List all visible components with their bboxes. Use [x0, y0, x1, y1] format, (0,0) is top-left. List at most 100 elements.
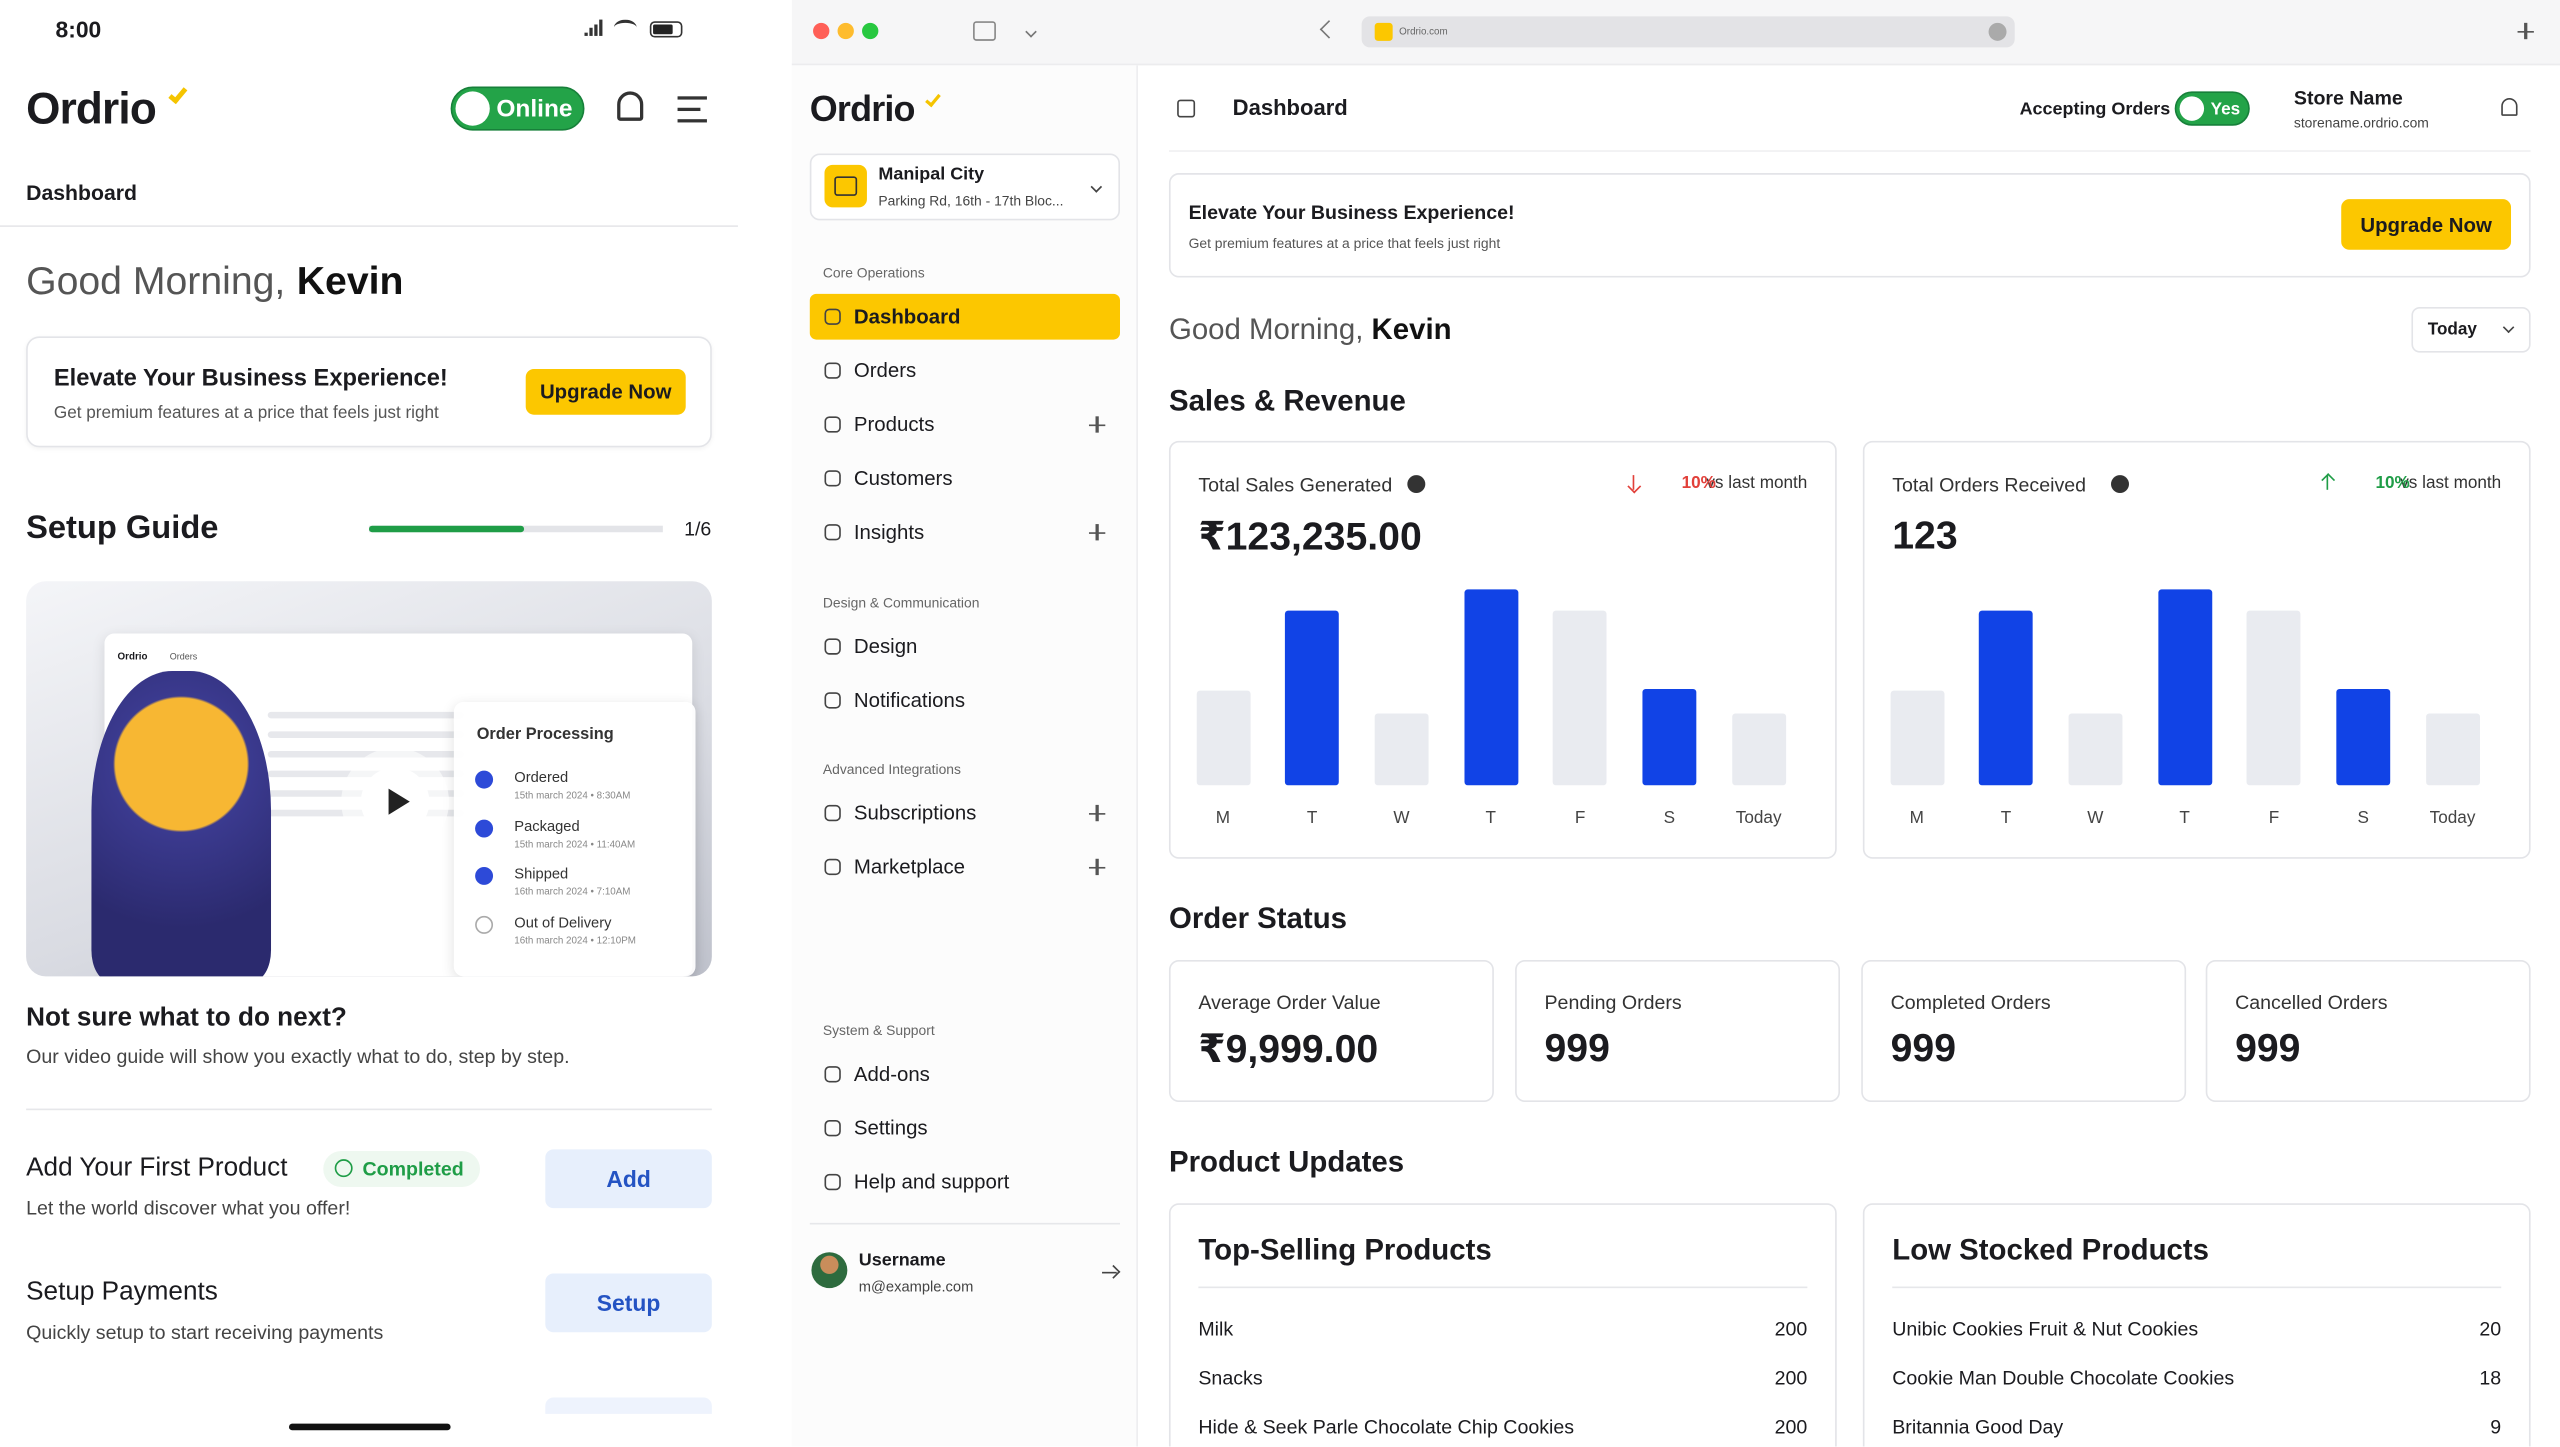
progress-fill: [368, 525, 525, 533]
accepting-label: Accepting Orders: [2019, 99, 2171, 120]
home-indicator: [288, 1423, 451, 1431]
status-value: 999: [2235, 1026, 2301, 1072]
metric-card: [1168, 440, 1837, 859]
mock-brand: Ordrio: [117, 653, 148, 663]
nav-icon: [824, 524, 841, 541]
url-menu: [1988, 22, 2007, 41]
change-value: 10%: [1681, 473, 1716, 494]
task-button[interactable]: Add: [545, 1149, 712, 1209]
bar: [2247, 610, 2301, 786]
signal-bar: [599, 19, 603, 36]
bar: [1553, 610, 1608, 786]
panel-title: Order Processing: [476, 725, 614, 744]
product-name: Hide & Seek Parle Chocolate Chip Cookies: [1198, 1415, 1575, 1439]
greeting: Good Morning, Kevin: [1169, 313, 1452, 347]
step-time: 15th march 2024 • 8:30AM: [514, 791, 631, 802]
upgrade-button[interactable]: Upgrade Now: [525, 368, 686, 415]
user-name: Username: [858, 1250, 946, 1271]
product-qty: 200: [1774, 1317, 1808, 1341]
task-title: Setup Payments: [26, 1278, 218, 1307]
task-button-label: Add: [606, 1165, 651, 1192]
toggle-knob: [455, 90, 490, 125]
bar-label: Today: [2429, 808, 2476, 828]
user-name: Kevin: [296, 259, 404, 304]
status-time: 8:00: [55, 16, 102, 43]
bar: [1731, 713, 1786, 786]
store-address: Parking Rd, 16th - 17th Bloc...: [878, 192, 1064, 209]
upgrade-button[interactable]: Upgrade Now: [2341, 199, 2512, 250]
info-icon: [2111, 475, 2129, 494]
bar-label: M: [1215, 808, 1230, 828]
nav-label: Marketplace: [853, 855, 966, 879]
plus-icon: [1095, 804, 1099, 822]
bar: [1285, 610, 1340, 786]
step-dot: [475, 770, 494, 789]
task-text: Quickly setup to start receiving payment…: [26, 1320, 384, 1344]
range-select[interactable]: Today: [2411, 306, 2531, 353]
nav-label: Help and support: [853, 1170, 1010, 1194]
divider: [1198, 1286, 1808, 1289]
promo-title: Elevate Your Business Experience!: [53, 365, 448, 392]
store-icon-inner: [834, 176, 858, 196]
card-value: ₹123,235.00: [1198, 515, 1422, 560]
status-toggle[interactable]: Yes: [2174, 91, 2250, 126]
status-value: 999: [1544, 1026, 1610, 1072]
nav-icon: [824, 638, 841, 655]
divider: [1168, 150, 2531, 152]
mock-row: [267, 731, 464, 738]
status-card: [2205, 959, 2531, 1103]
nav-icon: [824, 858, 841, 876]
status-value: 999: [1890, 1026, 1956, 1072]
nav-label: Add-ons: [853, 1062, 930, 1086]
nav-icon: [824, 1173, 841, 1191]
user-avatar: [811, 1252, 848, 1289]
window-control[interactable]: [837, 22, 854, 40]
product-name: Britannia Good Day: [1892, 1415, 2064, 1439]
url-bar[interactable]: Ordrio.com: [1361, 16, 2015, 48]
store-selector[interactable]: [809, 153, 1120, 221]
store-url: storename.ordrio.com: [2293, 114, 2429, 131]
window-control[interactable]: [813, 22, 830, 40]
badge-label: Completed: [362, 1157, 464, 1181]
breadcrumb: Dashboard: [26, 180, 137, 205]
step-label: Ordered: [514, 768, 569, 786]
section-title: Product Updates: [1168, 1145, 1405, 1178]
bar-label: S: [1663, 808, 1676, 828]
window-control[interactable]: [862, 22, 879, 40]
metric-card: [1862, 440, 2531, 859]
bell-icon[interactable]: [617, 91, 644, 121]
status-label: Pending Orders: [1544, 991, 1682, 1014]
step-time: 16th march 2024 • 7:10AM: [514, 888, 631, 898]
video-thumbnail[interactable]: Ordrio Orders Order Processing Ordered 15th …: [26, 581, 712, 977]
mock-row: [267, 711, 464, 719]
bar: [1642, 688, 1697, 786]
status-card: [1861, 959, 2187, 1103]
panel-toggle-icon[interactable]: [1177, 99, 1196, 118]
plus-icon: [1095, 416, 1099, 433]
task-button[interactable]: Setup: [545, 1273, 712, 1333]
product-qty: 200: [1774, 1366, 1808, 1390]
store-icon: [824, 164, 867, 208]
card-value: 123: [1892, 514, 1958, 559]
sidebar-logo: Ordrio: [809, 88, 916, 129]
status-label: Completed Orders: [1890, 991, 2051, 1014]
step-dot: [475, 915, 494, 934]
promo-subtitle: Get premium features at a price that fee…: [53, 403, 439, 423]
bell-icon[interactable]: [2501, 97, 2518, 116]
status-label: Average Order Value: [1198, 991, 1381, 1014]
product-qty: 20: [2479, 1317, 2502, 1341]
help-text: Our video guide will show you exactly wh…: [26, 1044, 570, 1068]
bar: [2336, 688, 2391, 786]
step-dot: [475, 818, 494, 837]
nav-label: Subscriptions: [853, 801, 977, 825]
nav-icon: [824, 1120, 841, 1137]
battery-icon: [649, 21, 683, 38]
task-button-peek: [545, 1397, 712, 1414]
product-qty: 200: [1774, 1415, 1808, 1439]
bar-label: T: [1306, 808, 1318, 828]
sidebar-toggle-icon[interactable]: [973, 21, 996, 41]
product-qty: 18: [2479, 1366, 2502, 1390]
user-name: Kevin: [1371, 312, 1452, 346]
status-toggle[interactable]: Online: [450, 86, 585, 131]
logout-arrow: [1102, 1271, 1117, 1275]
